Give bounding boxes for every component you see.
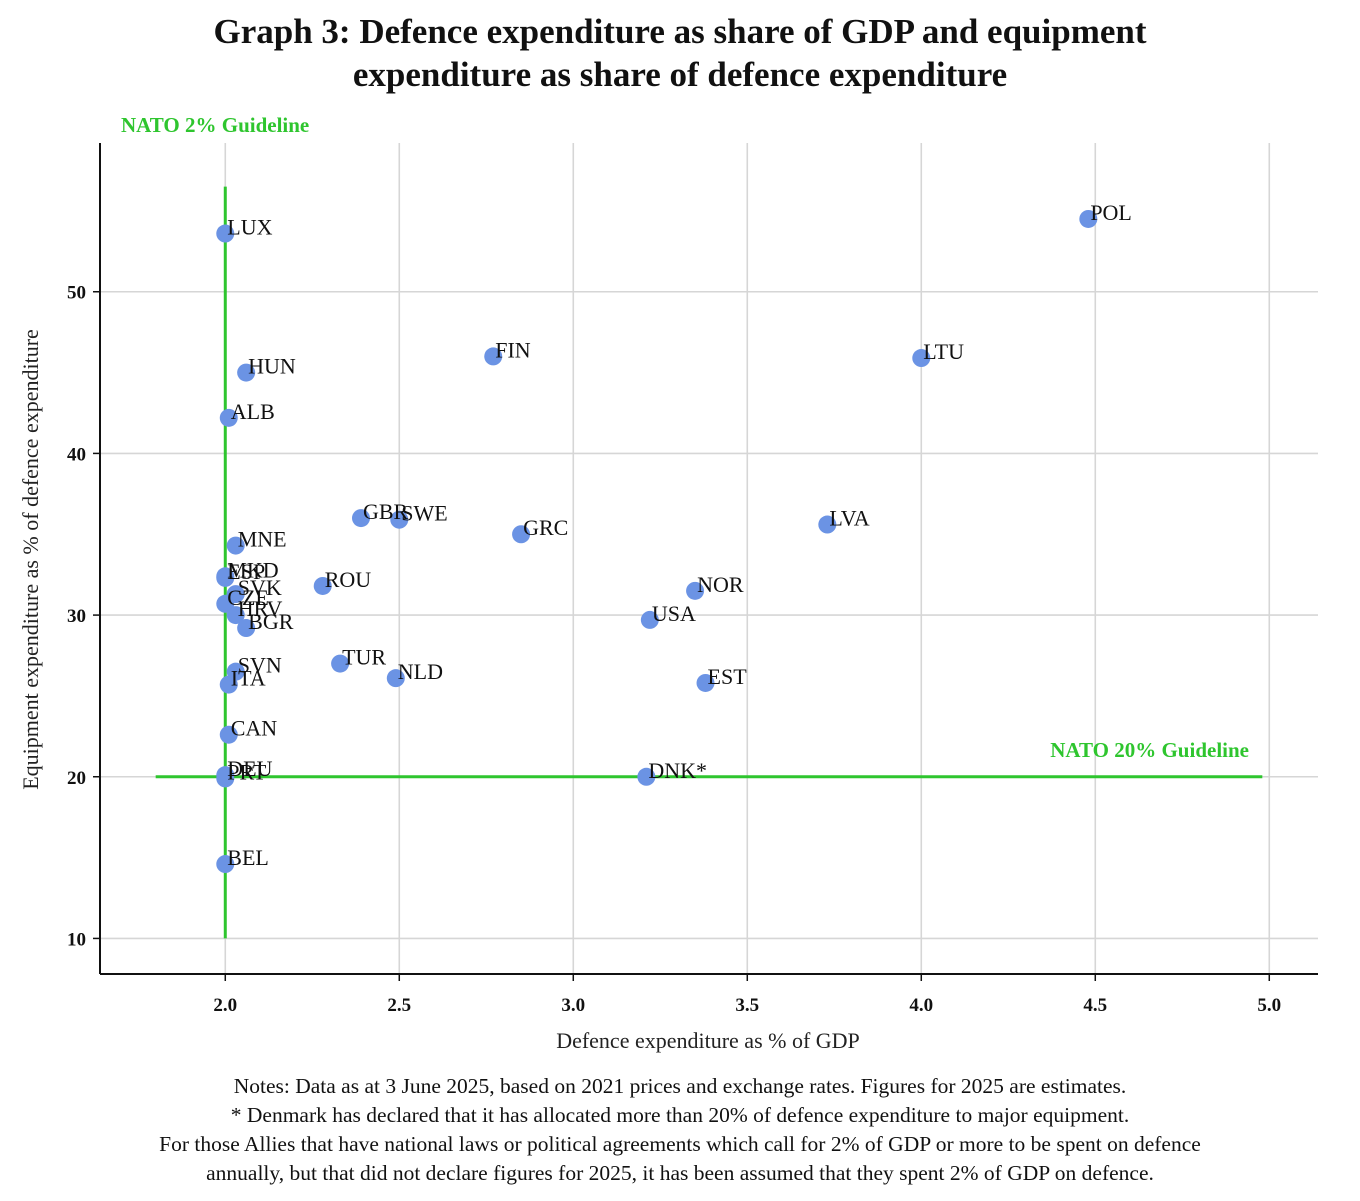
- data-point: [219, 725, 238, 744]
- point-label: SWE: [401, 501, 447, 526]
- chart-title-line-2: expenditure as share of defence expendit…: [352, 55, 1008, 94]
- point-label: LUX: [227, 215, 272, 240]
- x-tick-label: 4.0: [909, 995, 933, 1016]
- y-tick-label: 30: [67, 606, 86, 627]
- point-label: USA: [652, 601, 696, 626]
- point-label: NLD: [398, 659, 443, 684]
- point-label: LVA: [829, 506, 869, 531]
- point-label: CAN: [231, 716, 278, 741]
- data-point: [484, 347, 503, 366]
- note-line-3: For those Allies that have national laws…: [159, 1132, 1201, 1156]
- x-tick-label: 5.0: [1257, 995, 1281, 1016]
- point-label: TUR: [342, 645, 386, 670]
- point-label: SVN: [238, 653, 282, 678]
- chart-title-line-1: Graph 3: Defence expenditure as share of…: [213, 12, 1147, 51]
- point-label: NOR: [697, 572, 744, 597]
- data-point: [640, 610, 659, 629]
- point-label: FIN: [495, 337, 531, 362]
- note-line-4: annually, but that did not declare figur…: [206, 1161, 1154, 1185]
- point-label: ESP: [227, 559, 265, 584]
- data-point: [216, 568, 235, 587]
- point-label: GBR: [363, 499, 409, 524]
- point-label: BGR: [248, 609, 294, 634]
- data-point: [912, 349, 931, 368]
- data-point: [331, 654, 350, 673]
- y-tick-label: 50: [67, 283, 86, 304]
- point-label: GRC: [523, 515, 568, 540]
- chart-title: Graph 3: Defence expenditure as share of…: [0, 10, 1360, 96]
- data-point: [216, 769, 235, 788]
- x-tick-label: 3.5: [735, 995, 759, 1016]
- point-label: EST: [708, 664, 748, 689]
- data-point: [226, 536, 245, 555]
- point-label: BEL: [227, 845, 269, 870]
- data-point: [313, 576, 332, 595]
- y-tick-label: 20: [67, 768, 86, 789]
- point-label: ALB: [231, 399, 275, 424]
- point-label: MKD: [227, 557, 278, 582]
- data-point: [219, 675, 238, 694]
- note-line-2: * Denmark has declared that it has alloc…: [230, 1103, 1130, 1127]
- data-point: [637, 767, 656, 786]
- point-layer: [216, 209, 1098, 874]
- chart-notes: Notes: Data as at 3 June 2025, based on …: [0, 1072, 1360, 1188]
- data-point: [390, 510, 409, 529]
- x-tick-label: 4.5: [1083, 995, 1107, 1016]
- data-point: [216, 855, 235, 874]
- data-point: [226, 606, 245, 625]
- y-tick-label: 40: [67, 444, 86, 465]
- point-label: SVK: [238, 575, 282, 600]
- point-label: DNK*: [648, 758, 707, 783]
- data-point: [237, 363, 256, 382]
- data-point: [818, 515, 837, 534]
- x-tick-label: 3.0: [561, 995, 585, 1016]
- data-point: [352, 509, 370, 528]
- x-tick-label: 2.0: [213, 995, 237, 1016]
- point-label: DEU: [227, 756, 272, 781]
- point-label: LTU: [923, 339, 964, 364]
- point-label: HUN: [248, 354, 296, 379]
- point-label: POL: [1090, 200, 1132, 225]
- point-label: ITA: [231, 666, 266, 691]
- nato-2-percent-guideline-label: NATO 2% Guideline: [121, 113, 309, 137]
- y-axis-title: Equipment expenditure as % of defence ex…: [18, 329, 43, 790]
- point-label: PRT: [227, 759, 267, 784]
- point-label: MNE: [238, 527, 287, 552]
- data-point: [237, 619, 256, 638]
- data-point: [686, 581, 705, 600]
- note-line-1: Notes: Data as at 3 June 2025, based on …: [233, 1074, 1127, 1098]
- guideline-layer: NATO 2% Guideline NATO 20% Guideline: [121, 113, 1263, 939]
- data-point: [512, 525, 531, 544]
- data-point: [219, 408, 238, 427]
- data-point: [216, 594, 235, 613]
- axis-layer: 2.0 2.5 3.0 3.5 4.0 4.5 5.0 10 20 30 40 50 Defence e…: [18, 143, 1318, 1053]
- nato-20-percent-guideline-label: NATO 20% Guideline: [1050, 738, 1249, 762]
- x-tick-label: 2.5: [387, 995, 411, 1016]
- point-label: ROU: [325, 567, 372, 592]
- point-label: HRV: [238, 596, 283, 621]
- y-tick-label: 10: [67, 929, 86, 950]
- x-axis-title: Defence expenditure as % of GDP: [556, 1028, 860, 1053]
- data-point: [696, 673, 715, 692]
- grid-layer: [100, 143, 1318, 974]
- data-point: [386, 669, 405, 688]
- data-point: [1079, 209, 1098, 228]
- data-point: [216, 224, 235, 243]
- point-label: CZE: [227, 585, 269, 610]
